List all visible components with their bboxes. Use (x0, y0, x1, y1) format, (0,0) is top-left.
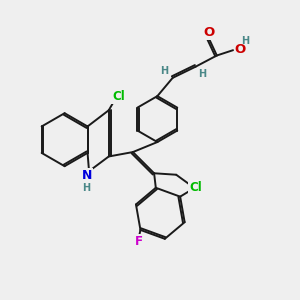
Text: Cl: Cl (189, 181, 202, 194)
Text: Cl: Cl (112, 90, 125, 103)
Text: H: H (160, 66, 169, 76)
Text: H: H (82, 183, 91, 193)
Text: O: O (234, 43, 245, 56)
Text: F: F (135, 235, 143, 248)
Text: O: O (203, 26, 214, 39)
Text: H: H (241, 36, 250, 46)
Text: H: H (198, 69, 206, 79)
Text: N: N (82, 169, 92, 182)
